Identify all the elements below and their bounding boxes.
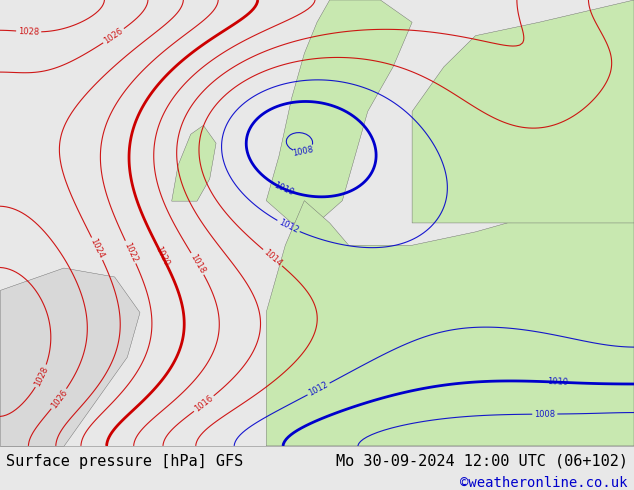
- Text: 1022: 1022: [122, 241, 139, 264]
- Text: 1008: 1008: [292, 145, 314, 158]
- Text: 1008: 1008: [534, 410, 555, 418]
- Text: ©weatheronline.co.uk: ©weatheronline.co.uk: [460, 476, 628, 490]
- Text: 1012: 1012: [307, 380, 330, 398]
- Text: Surface pressure [hPa] GFS: Surface pressure [hPa] GFS: [6, 454, 243, 469]
- Text: 1010: 1010: [547, 377, 568, 387]
- Text: 1010: 1010: [272, 180, 295, 197]
- Text: 1016: 1016: [193, 393, 215, 414]
- Text: 1012: 1012: [277, 218, 300, 235]
- Text: 1014: 1014: [262, 247, 283, 268]
- Text: 1028: 1028: [33, 365, 50, 388]
- Text: 1028: 1028: [18, 27, 39, 37]
- Text: 1018: 1018: [188, 252, 207, 275]
- Text: 1020: 1020: [154, 245, 171, 268]
- Text: 1024: 1024: [89, 237, 106, 260]
- Text: 1026: 1026: [49, 388, 69, 410]
- Text: Mo 30-09-2024 12:00 UTC (06+102): Mo 30-09-2024 12:00 UTC (06+102): [335, 454, 628, 469]
- Text: 1026: 1026: [103, 26, 125, 46]
